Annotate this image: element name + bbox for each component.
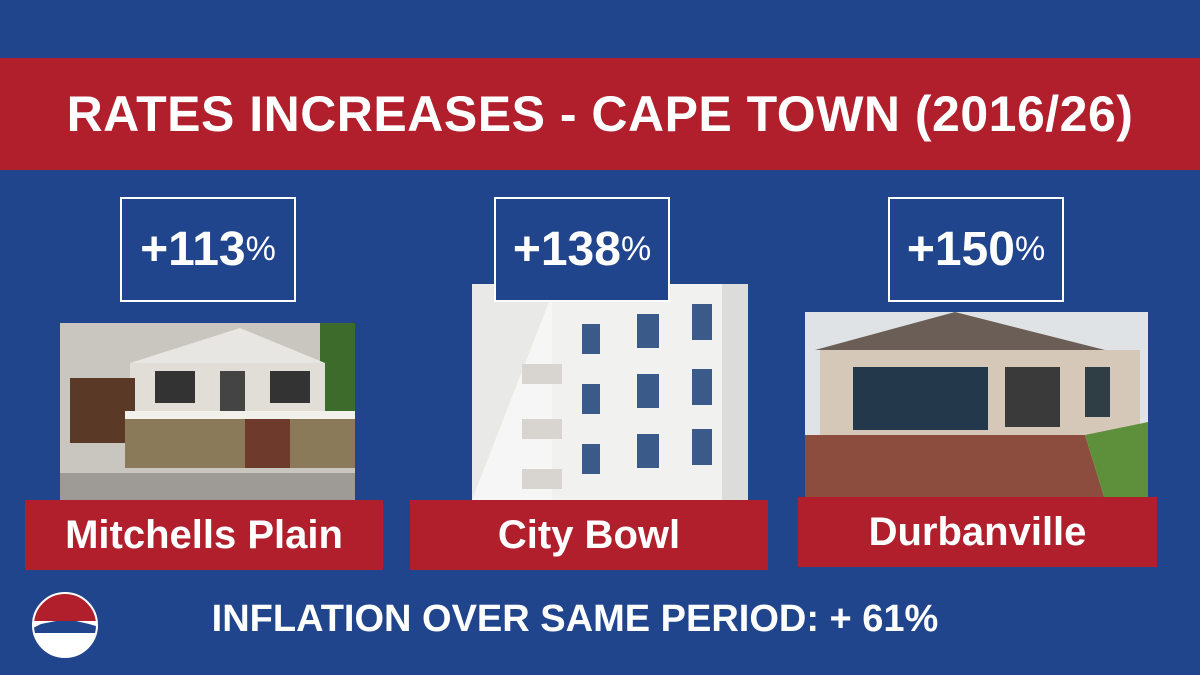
place-label: Durbanville <box>798 497 1157 567</box>
increase-unit: % <box>245 230 276 268</box>
increase-value: +113 <box>140 223 246 276</box>
photo-mitchells-plain <box>60 323 355 500</box>
increase-box: +113% <box>120 197 296 302</box>
increase-box: +138% <box>494 197 670 302</box>
increase-value: +150 <box>906 223 1015 276</box>
increase-box: +150% <box>888 197 1064 302</box>
increase-value: +138 <box>512 223 621 276</box>
title-banner: RATES INCREASES - CAPE TOWN (2016/26) <box>0 58 1200 170</box>
place-label: City Bowl <box>410 500 768 570</box>
photo-durbanville <box>805 312 1148 500</box>
title: RATES INCREASES - CAPE TOWN (2016/26) <box>66 86 1134 142</box>
increase-unit: % <box>1014 230 1046 268</box>
increase-unit: % <box>620 230 652 268</box>
place-label: Mitchells Plain <box>25 500 383 570</box>
footer-text: INFLATION OVER SAME PERIOD: + 61% <box>211 598 939 640</box>
photo-city-bowl <box>472 284 748 500</box>
logo <box>32 592 98 658</box>
